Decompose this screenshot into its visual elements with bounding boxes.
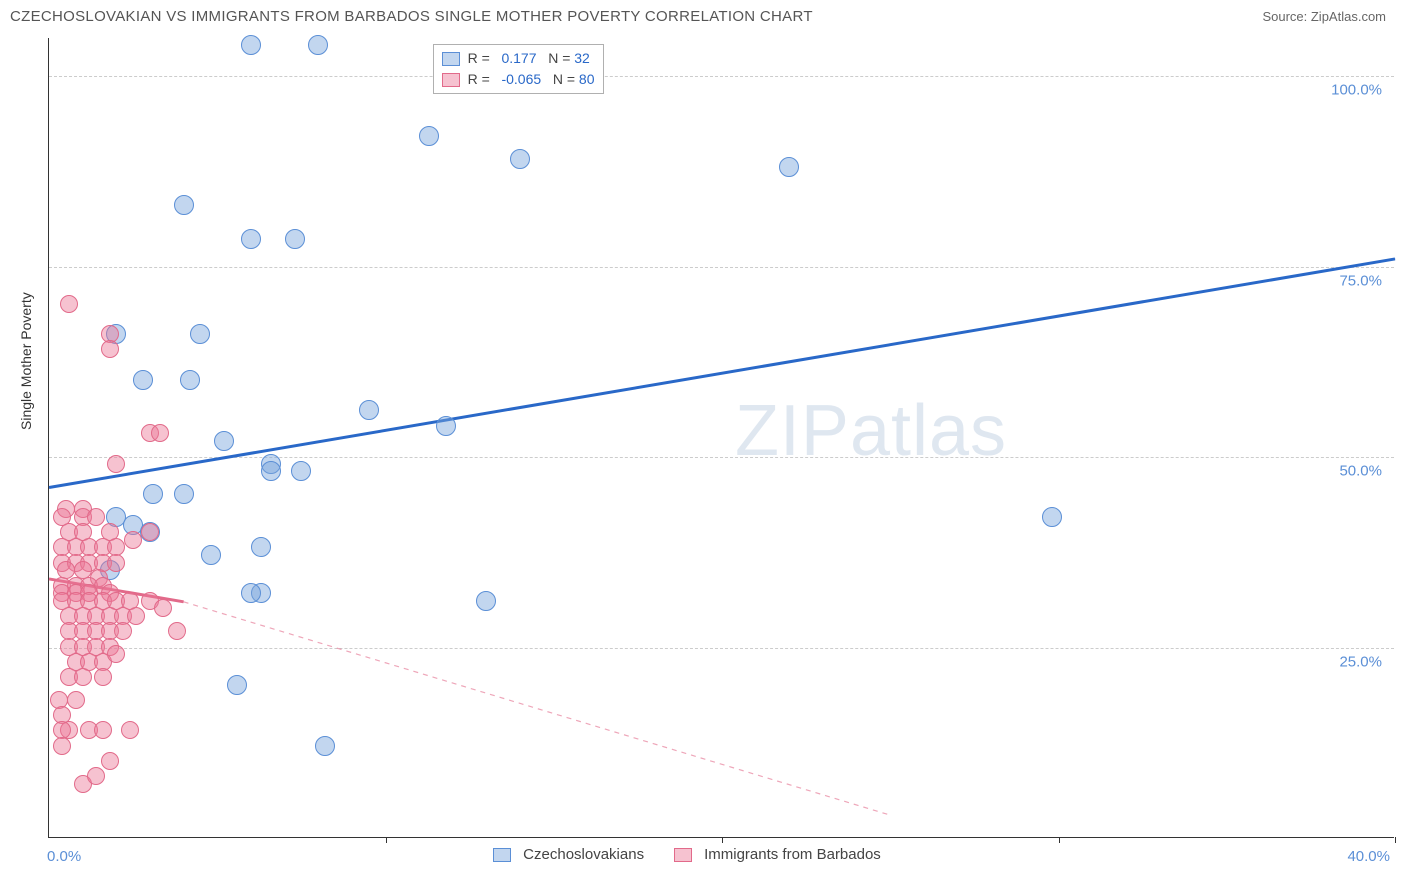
legend-row: R = 0.177 N = 32	[442, 48, 595, 69]
trendlines-layer	[49, 38, 1395, 838]
scatter-chart: ZIPatlas 25.0%50.0%75.0%100.0%0.0%40.0%R…	[48, 38, 1394, 838]
data-point	[133, 370, 153, 390]
data-point	[87, 508, 105, 526]
x-tick-label: 0.0%	[47, 848, 81, 865]
data-point	[241, 583, 261, 603]
data-point	[168, 622, 186, 640]
legend-stats: R = -0.065 N = 80	[468, 69, 595, 90]
data-point	[114, 622, 132, 640]
data-point	[87, 767, 105, 785]
legend-swatch	[442, 73, 460, 87]
data-point	[476, 591, 496, 611]
chart-title: CZECHOSLOVAKIAN VS IMMIGRANTS FROM BARBA…	[10, 8, 813, 25]
data-point	[291, 461, 311, 481]
legend-row: R = -0.065 N = 80	[442, 69, 595, 90]
data-point	[190, 324, 210, 344]
data-point	[261, 461, 281, 481]
data-point	[60, 295, 78, 313]
data-point	[779, 157, 799, 177]
data-point	[67, 691, 85, 709]
data-point	[214, 431, 234, 451]
data-point	[1042, 507, 1062, 527]
data-point	[53, 737, 71, 755]
data-point	[101, 340, 119, 358]
legend-swatch	[674, 848, 692, 862]
trend-line	[49, 259, 1395, 488]
data-point	[359, 400, 379, 420]
data-point	[154, 599, 172, 617]
data-point	[107, 645, 125, 663]
data-point	[101, 752, 119, 770]
data-point	[127, 607, 145, 625]
legend-label: Czechoslovakians	[523, 846, 644, 863]
trend-line-extension	[184, 602, 891, 815]
data-point	[510, 149, 530, 169]
data-point	[251, 537, 271, 557]
data-point	[308, 35, 328, 55]
legend-label: Immigrants from Barbados	[704, 846, 881, 863]
data-point	[315, 736, 335, 756]
data-point	[241, 229, 261, 249]
data-point	[94, 721, 112, 739]
data-point	[107, 455, 125, 473]
data-point	[201, 545, 221, 565]
data-point	[107, 554, 125, 572]
data-point	[151, 424, 169, 442]
source-label: Source: ZipAtlas.com	[1262, 9, 1386, 24]
data-point	[174, 195, 194, 215]
data-point	[74, 668, 92, 686]
legend-swatch	[442, 52, 460, 66]
correlation-legend: R = 0.177 N = 32R = -0.065 N = 80	[433, 44, 604, 94]
data-point	[94, 668, 112, 686]
data-point	[121, 721, 139, 739]
data-point	[419, 126, 439, 146]
data-point	[141, 523, 159, 541]
x-tick-label: 40.0%	[1347, 848, 1390, 865]
data-point	[143, 484, 163, 504]
data-point	[285, 229, 305, 249]
series-legend: Czechoslovakians Immigrants from Barbados	[493, 846, 899, 863]
data-point	[174, 484, 194, 504]
data-point	[227, 675, 247, 695]
x-tick	[1395, 837, 1396, 843]
data-point	[241, 35, 261, 55]
data-point	[180, 370, 200, 390]
y-axis-label: Single Mother Poverty	[18, 292, 34, 430]
data-point	[124, 531, 142, 549]
legend-stats: R = 0.177 N = 32	[468, 48, 590, 69]
data-point	[436, 416, 456, 436]
legend-swatch	[493, 848, 511, 862]
